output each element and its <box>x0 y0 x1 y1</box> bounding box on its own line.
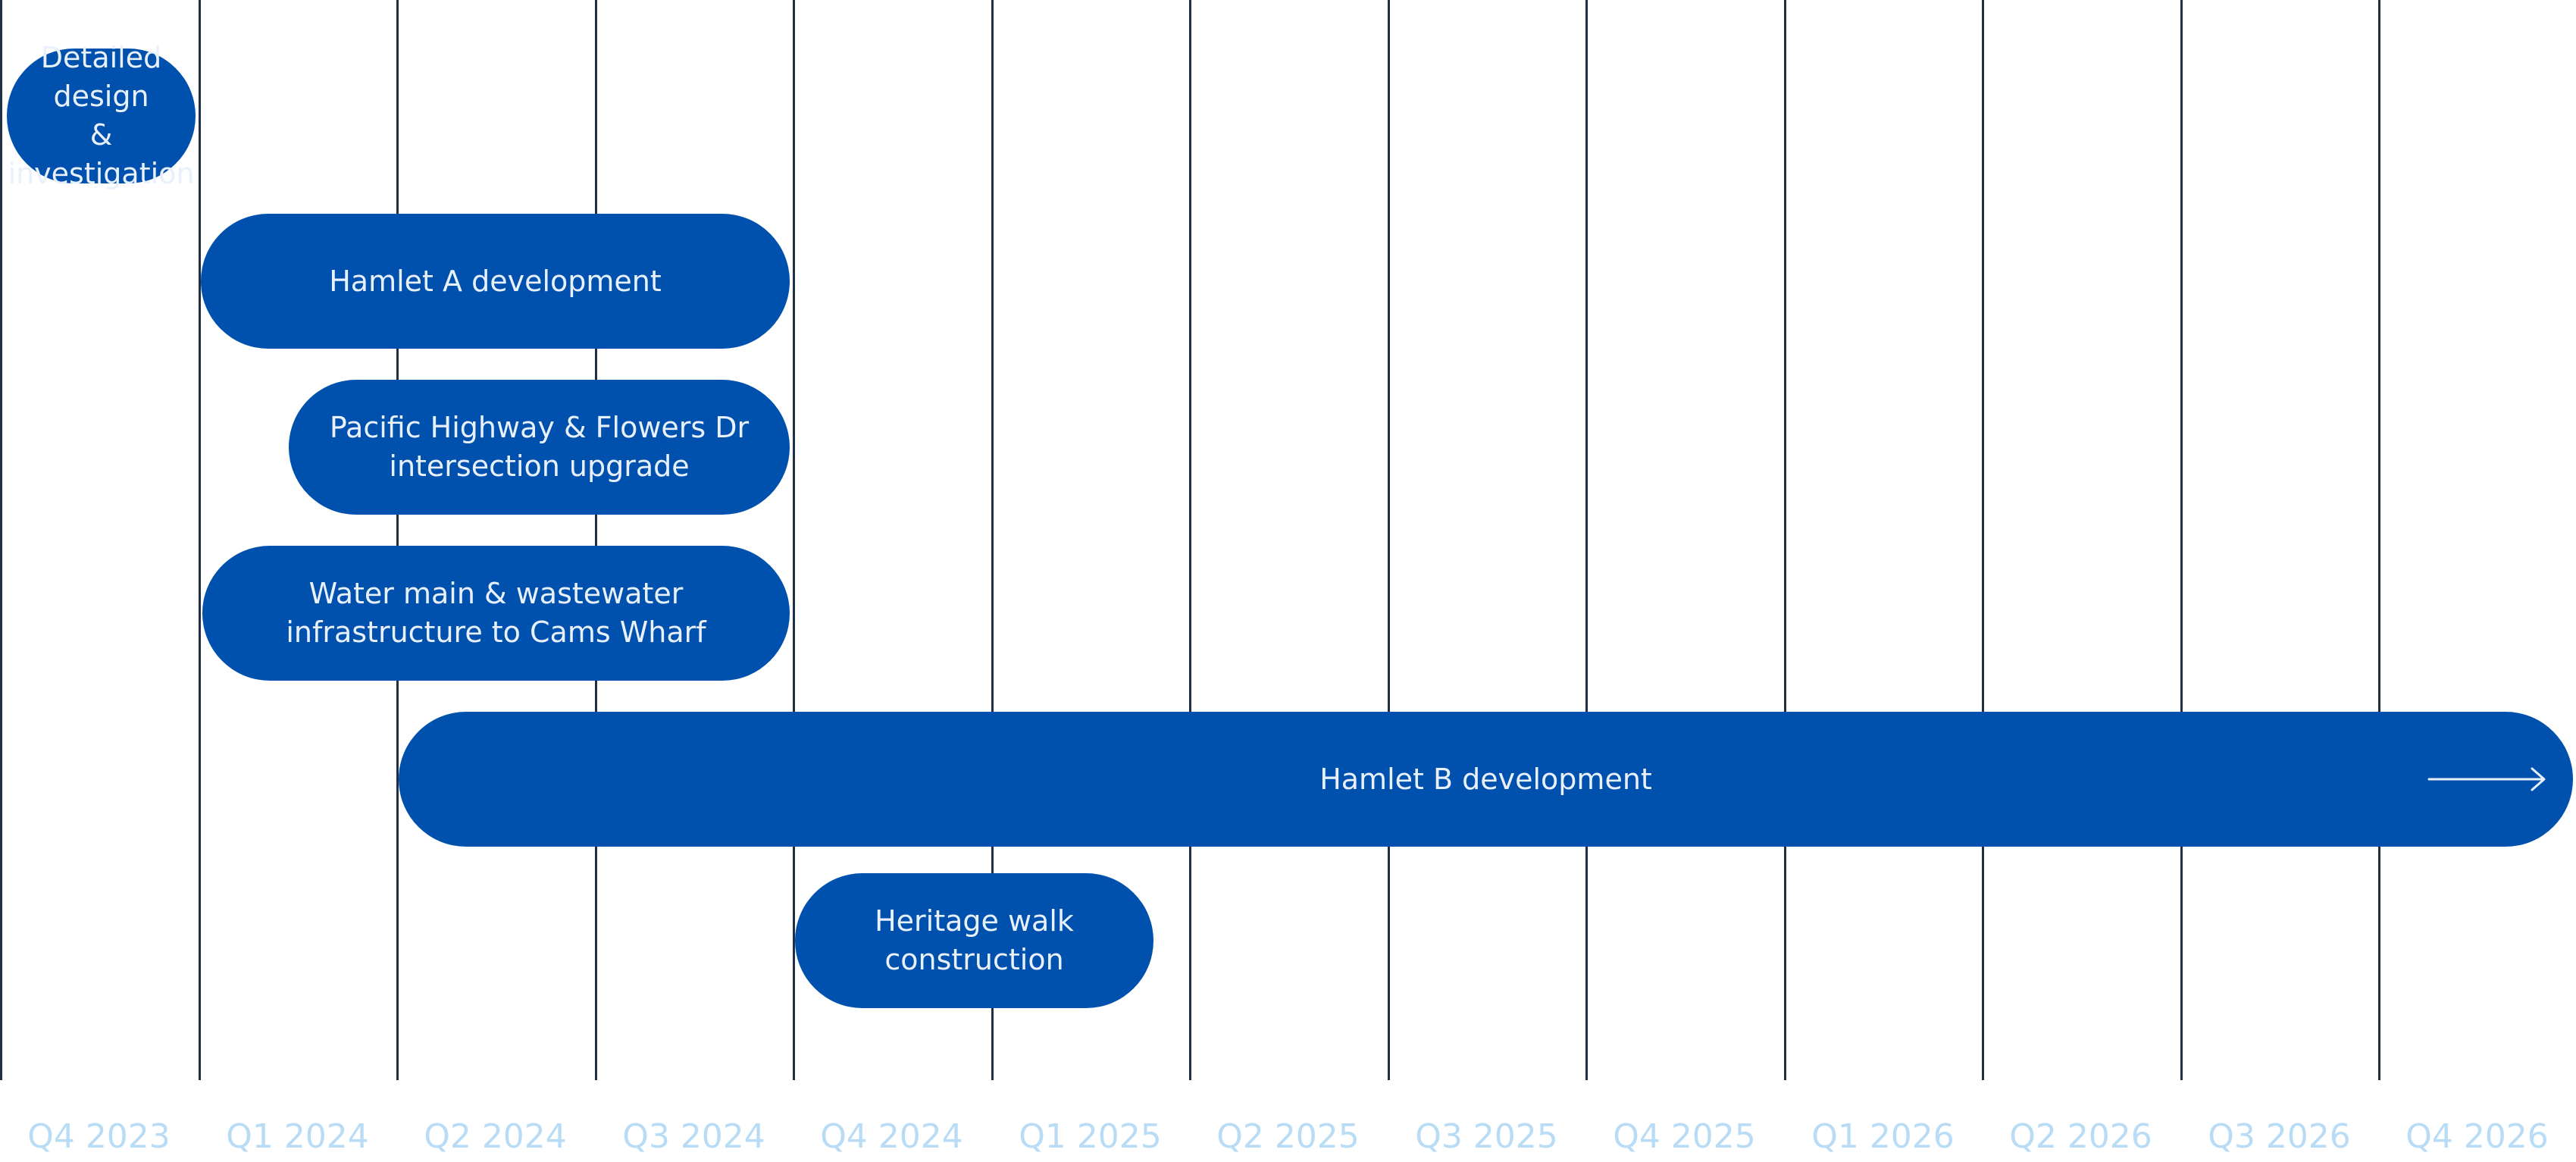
gridline <box>0 0 2 1080</box>
task-label: Hamlet A development <box>329 264 662 298</box>
task-bar: Detailed design & investigation <box>7 41 196 190</box>
quarter-label: Q4 2024 <box>820 1117 963 1156</box>
quarter-label: Q4 2025 <box>1613 1117 1756 1156</box>
quarter-label: Q3 2024 <box>622 1117 765 1156</box>
task-label: Hamlet B development <box>1319 762 1652 796</box>
task-bar: Pacific Highway & Flowers Dr intersectio… <box>289 380 790 515</box>
gridline <box>1585 0 1588 1080</box>
gridline <box>991 0 994 1080</box>
gridline <box>1982 0 1984 1080</box>
quarter-label: Q2 2026 <box>2009 1117 2152 1156</box>
quarter-label: Q1 2024 <box>226 1117 369 1156</box>
task-label: Detailed design & investigation <box>8 41 195 190</box>
quarter-label: Q1 2026 <box>1811 1117 1955 1156</box>
task-label: Heritage walk construction <box>875 904 1074 976</box>
gridline <box>199 0 201 1080</box>
quarter-label: Q2 2025 <box>1216 1117 1360 1156</box>
gridline <box>1784 0 1786 1080</box>
task-label: Water main & wastewater infrastructure t… <box>286 577 706 649</box>
task-bar: Water main & wastewater infrastructure t… <box>202 546 790 681</box>
gridline <box>595 0 597 1080</box>
quarter-label: Q4 2023 <box>27 1117 171 1156</box>
arrow-right-icon <box>2427 767 2546 791</box>
gridline <box>2180 0 2183 1080</box>
task-bar: Heritage walk construction <box>795 873 1153 1008</box>
quarter-label: Q1 2025 <box>1019 1117 1162 1156</box>
gridline <box>1388 0 1390 1080</box>
quarter-label: Q3 2026 <box>2208 1117 2351 1156</box>
task-bar: Hamlet B development <box>399 712 2573 847</box>
task-label: Pacific Highway & Flowers Dr intersectio… <box>329 411 750 483</box>
gridline <box>2378 0 2380 1080</box>
gridline <box>1189 0 1191 1080</box>
gridline <box>396 0 399 1080</box>
quarter-label: Q3 2025 <box>1415 1117 1558 1156</box>
quarter-label: Q2 2024 <box>424 1117 567 1156</box>
gridline <box>793 0 795 1080</box>
task-bar: Hamlet A development <box>201 214 790 349</box>
quarter-label: Q4 2026 <box>2405 1117 2549 1156</box>
